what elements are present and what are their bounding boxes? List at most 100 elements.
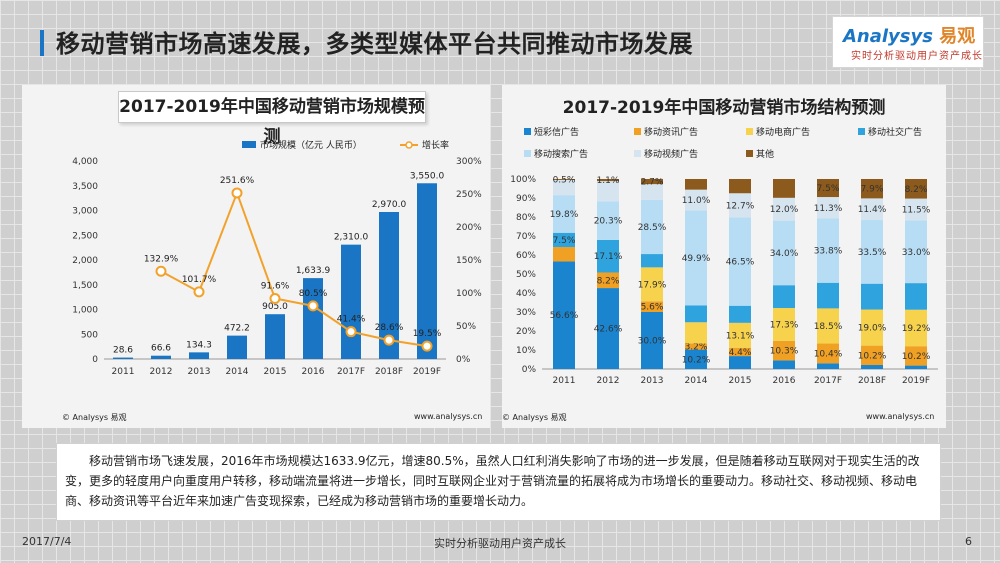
structure-segment-4	[729, 217, 751, 306]
y-axis-tick-label: 10%	[516, 346, 536, 356]
market-structure-chart-panel: 2017-2019年中国移动营销市场结构预测 短彩信广告 移动资讯广告 移动电商广告…	[502, 85, 946, 428]
structure-segment-label: 0.5%	[553, 175, 576, 185]
y-axis-tick-label: 20%	[516, 327, 536, 337]
legend-label-growth: 增长率	[422, 139, 449, 151]
market-size-bar	[379, 211, 399, 359]
structure-segment-4	[641, 199, 663, 255]
structure-segment-label: 49.9%	[682, 254, 711, 264]
structure-segment-1	[773, 340, 795, 361]
market-size-bar-label: 472.2	[224, 324, 250, 334]
growth-rate-label: 28.6%	[375, 323, 404, 333]
legend-marker-6	[746, 150, 753, 157]
structure-segment-1	[553, 247, 575, 262]
legend-label-1: 移动资讯广告	[644, 126, 698, 138]
structure-segment-6	[597, 179, 619, 182]
page-header: 移动营销市场高速发展，多类型媒体平台共同推动市场发展 Analysys 易观 实…	[0, 0, 1000, 74]
structure-segment-3	[861, 283, 883, 310]
right-axis-tick-label: 150%	[456, 256, 482, 266]
growth-rate-label: 91.6%	[261, 282, 290, 292]
x-axis-tick-label: 2013	[641, 376, 664, 386]
legend-label-0: 短彩信广告	[534, 126, 579, 138]
market-size-bar	[189, 352, 209, 359]
structure-segment-6	[773, 179, 795, 198]
structure-segment-0	[817, 363, 839, 369]
x-axis-tick-label: 2011	[553, 376, 576, 386]
title-accent-bar	[40, 30, 44, 56]
right-axis-tick-label: 0%	[456, 355, 471, 365]
market-size-bar-label: 1,633.9	[296, 266, 331, 276]
page-title: 移动营销市场高速发展，多类型媒体平台共同推动市场发展	[56, 30, 693, 58]
structure-segment-label: 34.0%	[770, 249, 799, 259]
footer-slogan: 实时分析驱动用户资产成长	[434, 537, 566, 550]
description-box: 移动营销市场飞速发展，2016年市场规模达1633.9亿元，增速80.5%，虽然…	[56, 443, 941, 521]
structure-segment-0	[553, 261, 575, 369]
structure-segment-6	[685, 179, 707, 190]
structure-segment-4	[773, 220, 795, 286]
y-axis-tick-label: 30%	[516, 308, 536, 318]
structure-segment-1	[729, 347, 751, 357]
legend-label-market-size: 市场规模（亿元 人民币）	[260, 139, 362, 151]
market-size-source-copyright: © Analysys 易观	[62, 413, 127, 422]
x-axis-tick-label: 2019F	[413, 367, 441, 377]
x-axis-tick-label: 2014	[685, 376, 708, 386]
description-text: 移动营销市场飞速发展，2016年市场规模达1633.9亿元，增速80.5%，虽然…	[65, 454, 920, 508]
structure-segment-1	[817, 343, 839, 364]
growth-rate-point	[269, 293, 281, 305]
legend-marker-growth	[405, 141, 413, 149]
left-axis-tick-label: 500	[81, 330, 98, 340]
market-size-bar	[265, 314, 285, 359]
market-size-bar-label: 2,310.0	[334, 233, 369, 243]
growth-rate-label: 80.5%	[299, 289, 328, 299]
structure-segment-label: 10.2%	[682, 355, 711, 365]
legend-marker-1	[634, 128, 641, 135]
structure-segment-label: 33.0%	[902, 248, 931, 258]
left-axis-tick-label: 1,000	[72, 306, 98, 316]
structure-segment-label: 42.6%	[594, 325, 623, 335]
structure-segment-5	[597, 181, 619, 202]
structure-segment-0	[597, 288, 619, 369]
market-size-bar	[417, 183, 437, 359]
structure-segment-label: 20.3%	[594, 217, 623, 227]
growth-rate-line	[160, 190, 428, 348]
y-axis-tick-label: 0%	[522, 365, 537, 375]
analysys-logo: Analysys 易观 实时分析驱动用户资产成长	[832, 16, 984, 68]
right-axis-tick-label: 200%	[456, 223, 482, 233]
legend-marker-0	[524, 128, 531, 135]
structure-segment-label: 1.1%	[597, 176, 620, 186]
x-axis-tick-label: 2016	[773, 376, 796, 386]
market-size-bar	[113, 357, 133, 359]
structure-segment-label: 33.8%	[814, 247, 843, 257]
structure-segment-label: 8.2%	[597, 276, 620, 286]
growth-rate-point	[383, 334, 395, 346]
legend-label-6: 其他	[756, 148, 774, 160]
legend-marker-5	[634, 150, 641, 157]
structure-segment-label: 56.6%	[550, 311, 579, 321]
structure-segment-3	[597, 239, 619, 273]
market-size-bar	[303, 278, 323, 359]
market-size-bar-label: 28.6	[113, 346, 133, 356]
legend-label-2: 移动电商广告	[756, 126, 810, 138]
market-size-bar	[341, 244, 361, 359]
market-size-bar	[151, 355, 171, 359]
structure-segment-4	[861, 220, 883, 284]
structure-segment-5	[817, 197, 839, 219]
x-axis-tick-label: 2014	[226, 367, 249, 377]
y-axis-tick-label: 40%	[516, 289, 536, 299]
structure-segment-1	[861, 345, 883, 366]
x-axis-tick-label: 2017F	[814, 376, 842, 386]
growth-rate-point	[155, 265, 167, 277]
structure-segment-label: 10.4%	[814, 349, 843, 359]
market-size-bar-label: 134.3	[186, 340, 212, 350]
y-axis-tick-label: 50%	[516, 270, 536, 280]
legend-marker-3	[858, 128, 865, 135]
structure-segment-0	[641, 312, 663, 369]
structure-segment-label: 11.3%	[814, 204, 843, 214]
legend-label-3: 移动社交广告	[868, 126, 922, 138]
structure-segment-4	[685, 210, 707, 306]
structure-segment-0	[905, 365, 927, 369]
y-axis-tick-label: 100%	[510, 175, 536, 185]
structure-segment-2	[773, 308, 795, 341]
market-size-bar-label: 3,550.0	[410, 171, 445, 181]
logo-slogan: 实时分析驱动用户资产成长	[851, 51, 983, 62]
y-axis-tick-label: 90%	[516, 194, 536, 204]
